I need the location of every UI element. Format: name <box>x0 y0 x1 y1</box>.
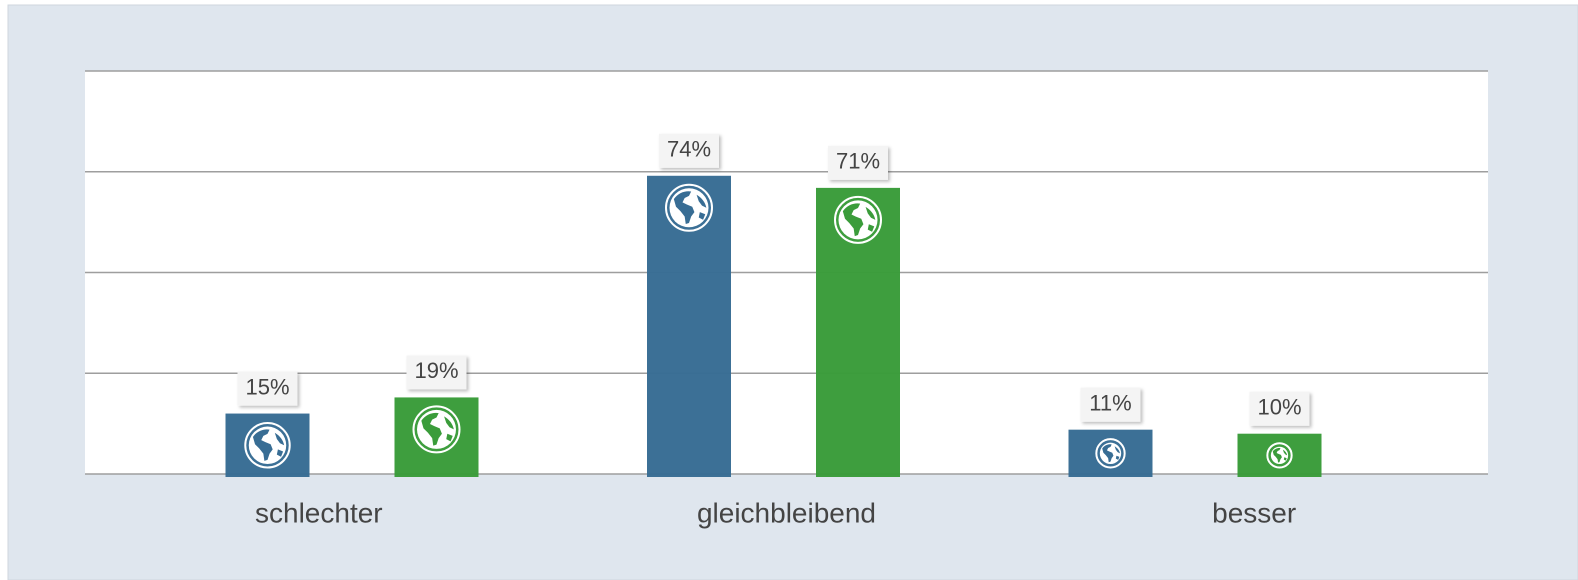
globe-icon <box>412 405 461 454</box>
globe-ring <box>834 195 882 244</box>
x-tick-label: besser <box>1212 497 1296 528</box>
globe-land <box>421 412 454 446</box>
globe-ring <box>412 405 461 454</box>
globe-icon <box>834 195 882 244</box>
globe-icon <box>1266 442 1293 469</box>
value-label-box <box>406 355 467 390</box>
value-label-box <box>1249 391 1310 426</box>
value-label: 74% <box>667 137 711 162</box>
globe-icon <box>244 422 291 469</box>
value-label-box <box>237 371 298 406</box>
globe-ring <box>1095 438 1126 469</box>
globe-land <box>673 191 707 225</box>
globe-ring <box>665 183 713 232</box>
value-label-box <box>828 145 888 180</box>
x-tick-label: gleichbleibend <box>697 497 876 528</box>
value-label: 71% <box>836 149 880 174</box>
value-label: 10% <box>1257 395 1301 420</box>
value-label: 11% <box>1089 390 1131 415</box>
x-tick-label: schlechter <box>255 497 383 528</box>
globe-icon <box>1095 438 1126 469</box>
globe-land <box>1272 448 1288 463</box>
globe-land <box>842 203 876 237</box>
value-label-box <box>1080 387 1141 422</box>
globe-land <box>252 429 285 461</box>
globe-ring <box>244 422 291 469</box>
value-label: 15% <box>245 374 289 399</box>
globe-land <box>1102 444 1120 463</box>
value-label-box <box>659 133 719 168</box>
globe-icon <box>665 183 713 232</box>
globe-ring <box>1266 442 1293 469</box>
value-label: 19% <box>414 358 458 383</box>
